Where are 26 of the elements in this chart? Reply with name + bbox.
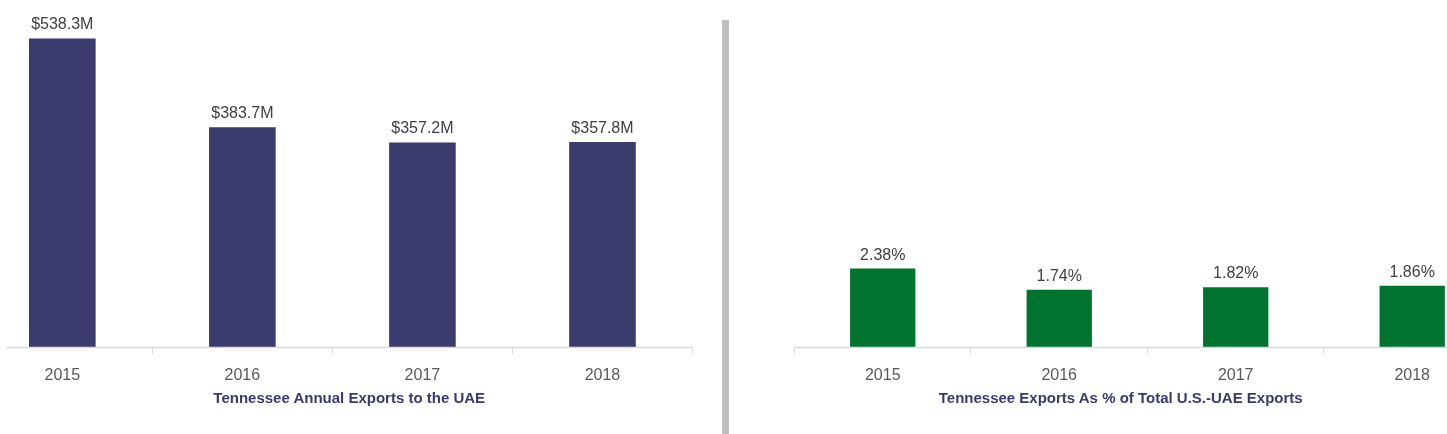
bar (29, 38, 96, 348)
bar (389, 142, 456, 348)
data-label: 1.74% (1036, 266, 1082, 284)
x-tick-label: 2016 (1041, 365, 1078, 383)
data-label: 2.38% (860, 245, 906, 263)
x-tick-label: 2015 (864, 365, 901, 383)
bar (1379, 285, 1445, 348)
data-label: 1.82% (1213, 264, 1259, 282)
x-tick-label: 2017 (1217, 365, 1254, 383)
data-label: $538.3M (31, 15, 94, 33)
bar (1026, 289, 1092, 348)
bar (209, 127, 276, 348)
x-tick-label: 2017 (404, 365, 441, 383)
x-tick-label: 2016 (224, 365, 261, 383)
x-axis-title: Tennessee Annual Exports to the UAE (213, 388, 486, 406)
bar (569, 142, 636, 348)
x-tick-label: 2018 (584, 365, 621, 383)
data-label: 1.86% (1389, 262, 1435, 280)
data-label: $357.2M (391, 119, 454, 137)
data-label: $383.7M (211, 104, 274, 122)
x-tick-label: 2018 (1394, 365, 1431, 383)
bar (1203, 287, 1269, 348)
x-axis-title: Tennessee Exports As % of Total U.S.-UAE Exports (938, 388, 1303, 406)
x-tick-label: 2015 (44, 365, 81, 383)
bar (850, 268, 916, 348)
data-label: $357.8M (571, 119, 634, 137)
